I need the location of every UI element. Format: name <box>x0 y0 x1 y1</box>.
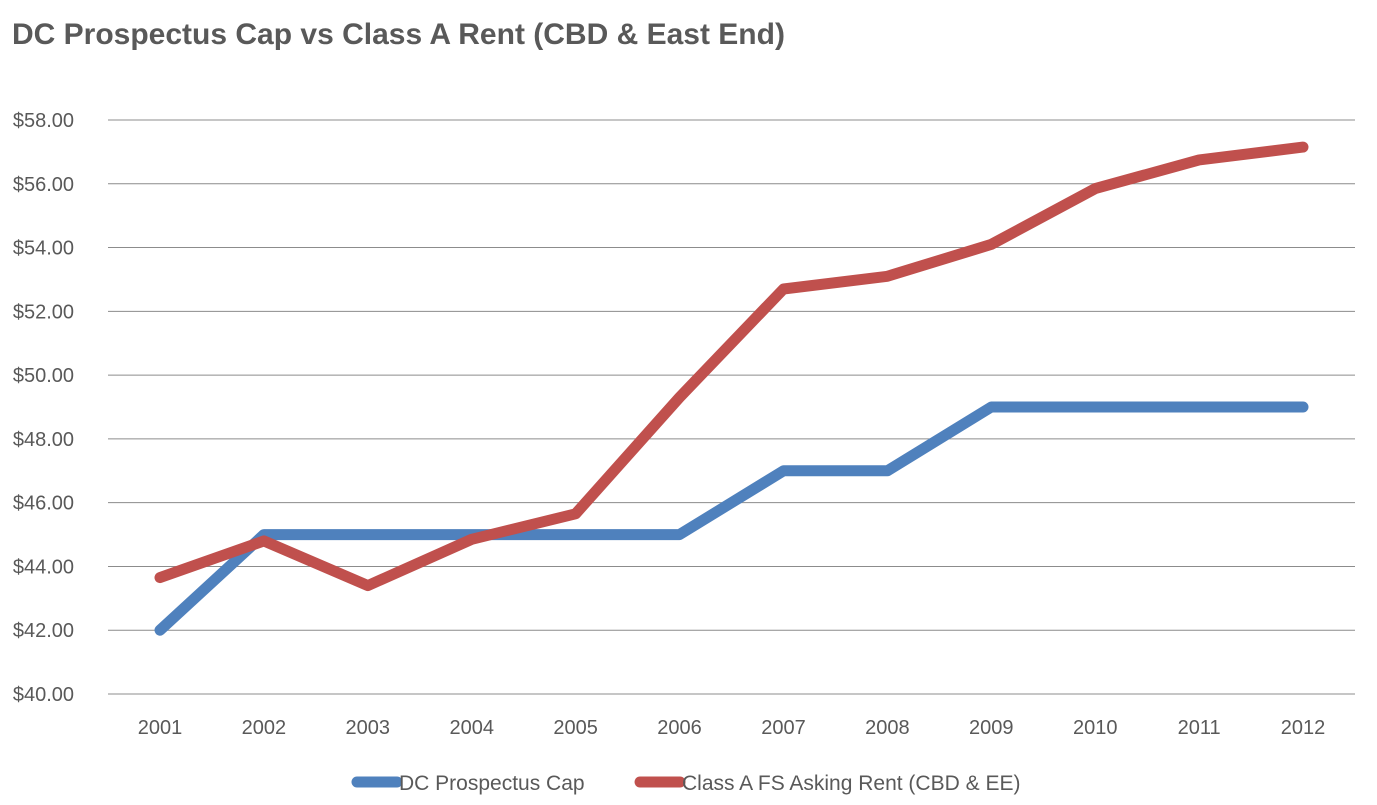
legend-label: DC Prospectus Cap <box>399 772 585 795</box>
y-tick-label: $50.00 <box>13 365 74 387</box>
x-axis-tick-labels: 2001 2002 2003 2004 2005 2006 2007 2008 2009 2010… <box>138 717 1326 739</box>
y-tick-label: $56.00 <box>13 174 74 196</box>
y-tick-label: $44.00 <box>13 556 74 578</box>
y-tick-label: $46.00 <box>13 493 74 515</box>
y-tick-label: $42.00 <box>13 620 74 642</box>
y-tick-label: $48.00 <box>13 429 74 451</box>
x-tick-label: 2001 <box>138 717 183 739</box>
y-tick-label: $40.00 <box>13 684 74 706</box>
chart-title: DC Prospectus Cap vs Class A Rent (CBD &… <box>12 18 785 51</box>
y-tick-label: $58.00 <box>13 110 74 132</box>
y-tick-label: $52.00 <box>13 301 74 323</box>
x-tick-label: 2006 <box>657 717 702 739</box>
y-axis-tick-labels: $40.00 $42.00 $44.00 $46.00 $48.00 $50.00 $52.… <box>13 110 74 706</box>
x-tick-label: 2008 <box>865 717 910 739</box>
y-tick-label: $54.00 <box>13 238 74 260</box>
x-tick-label: 2012 <box>1281 717 1326 739</box>
x-tick-label: 2009 <box>969 717 1014 739</box>
x-tick-label: 2003 <box>346 717 391 739</box>
x-tick-label: 2004 <box>449 717 494 739</box>
series-lines <box>154 141 1309 636</box>
x-tick-label: 2002 <box>242 717 287 739</box>
legend: DC Prospectus Cap Class A FS Asking Rent … <box>351 772 1020 795</box>
x-tick-label: 2011 <box>1178 717 1221 739</box>
series-line <box>154 141 1309 592</box>
x-tick-label: 2010 <box>1073 717 1118 739</box>
x-tick-label: 2007 <box>761 717 806 739</box>
legend-label: Class A FS Asking Rent (CBD & EE) <box>682 772 1020 795</box>
x-tick-label: 2005 <box>553 717 598 739</box>
series-line <box>154 401 1309 636</box>
